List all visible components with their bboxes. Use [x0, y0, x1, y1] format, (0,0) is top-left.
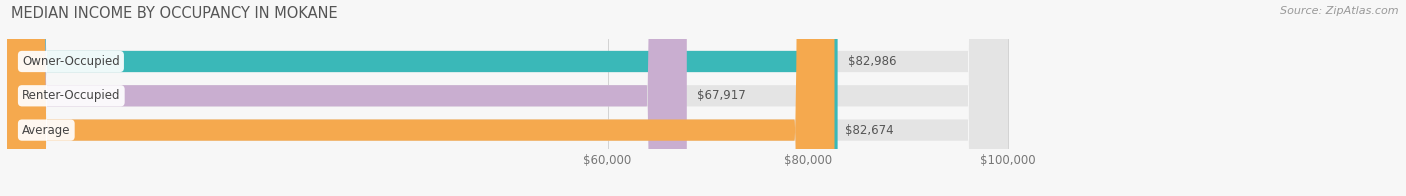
FancyBboxPatch shape [7, 0, 835, 196]
FancyBboxPatch shape [7, 0, 1008, 196]
FancyBboxPatch shape [7, 0, 686, 196]
FancyBboxPatch shape [7, 0, 1008, 196]
Text: Source: ZipAtlas.com: Source: ZipAtlas.com [1281, 6, 1399, 16]
Text: MEDIAN INCOME BY OCCUPANCY IN MOKANE: MEDIAN INCOME BY OCCUPANCY IN MOKANE [11, 6, 337, 21]
Text: $82,986: $82,986 [848, 55, 896, 68]
Text: $67,917: $67,917 [697, 89, 745, 102]
Text: $82,674: $82,674 [845, 124, 893, 137]
Text: Owner-Occupied: Owner-Occupied [22, 55, 120, 68]
Text: Average: Average [22, 124, 70, 137]
Text: Renter-Occupied: Renter-Occupied [22, 89, 121, 102]
FancyBboxPatch shape [7, 0, 838, 196]
FancyBboxPatch shape [7, 0, 1008, 196]
